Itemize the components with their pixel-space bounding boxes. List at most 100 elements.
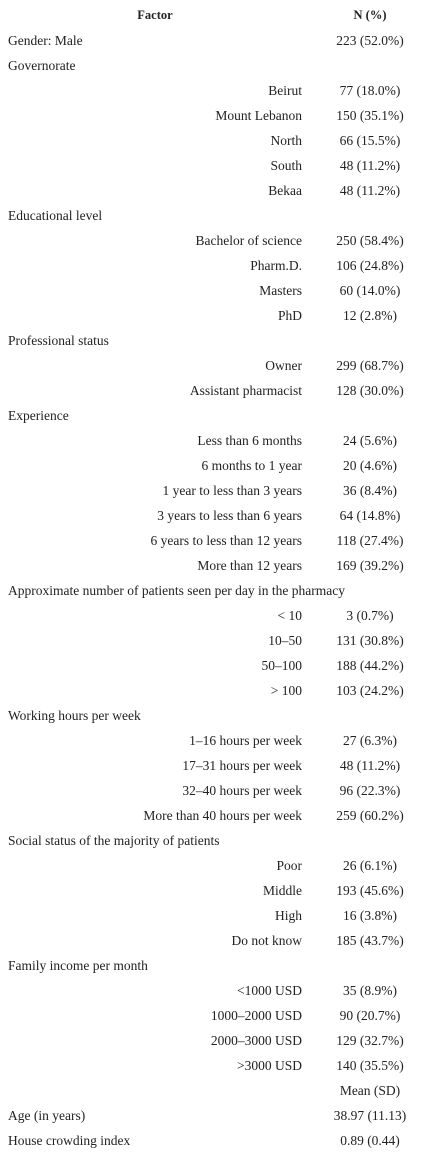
item-value: 3 (0.7%) [346, 608, 394, 623]
item-label: 1–16 hours per week [189, 733, 302, 748]
item-value: 118 (27.4%) [336, 533, 404, 548]
item-value: 35 (8.9%) [343, 983, 397, 998]
table-row: Pharm.D. 106 (24.8%) [0, 254, 440, 279]
table-row: Approximate number of patients seen per … [0, 579, 440, 604]
header-cell: N (%) [353, 8, 387, 22]
table-row: Owner 299 (68.7%) [0, 354, 440, 379]
table-row: Less than 6 months 24 (5.6%) [0, 429, 440, 454]
table-row: Assistant pharmacist 128 (30.0%) [0, 379, 440, 404]
row-value: Mean (SD) [339, 1083, 401, 1098]
row-value: 38.97 (11.13) [333, 1108, 407, 1123]
item-label: 6 years to less than 12 years [150, 533, 302, 548]
table-row: Professional status [0, 329, 440, 354]
item-label: Beirut [268, 83, 302, 98]
item-value: 48 (11.2%) [339, 183, 401, 198]
table-row: Beirut 77 (18.0%) [0, 79, 440, 104]
table-row: Mount Lebanon 150 (35.1%) [0, 104, 440, 129]
row-value: 223 (52.0%) [336, 33, 404, 48]
item-label: > 100 [270, 683, 302, 698]
item-value: 103 (24.2%) [336, 683, 404, 698]
item-value: 129 (32.7%) [336, 1033, 404, 1048]
item-label: 32–40 hours per week [182, 783, 302, 798]
table-row: 2000–3000 USD 129 (32.7%) [0, 1029, 440, 1054]
header-cell: Factor [137, 8, 173, 22]
item-value: 169 (39.2%) [336, 558, 404, 573]
item-label: More than 40 hours per week [143, 808, 302, 823]
table-row: Do not know 185 (43.7%) [0, 929, 440, 954]
table-row: North 66 (15.5%) [0, 129, 440, 154]
table-row: < 10 3 (0.7%) [0, 604, 440, 629]
header-row: Factor N (%) [0, 4, 440, 29]
item-value: 96 (22.3%) [339, 783, 401, 798]
item-label: < 10 [277, 608, 303, 623]
item-label: Less than 6 months [197, 433, 302, 448]
row-label: Gender: Male [8, 33, 83, 48]
table-row: Bachelor of science 250 (58.4%) [0, 229, 440, 254]
item-label: 1 year to less than 3 years [162, 483, 302, 498]
item-value: 188 (44.2%) [336, 658, 404, 673]
item-value: 48 (11.2%) [339, 158, 401, 173]
item-value: 150 (35.1%) [336, 108, 404, 123]
table-row: 17–31 hours per week 48 (11.2%) [0, 754, 440, 779]
table-row: Middle 193 (45.6%) [0, 879, 440, 904]
item-value: 12 (2.8%) [343, 308, 397, 323]
row-label: House crowding index [8, 1133, 131, 1148]
table-row: 1000–2000 USD 90 (20.7%) [0, 1004, 440, 1029]
row-value: 0.89 (0.44) [340, 1133, 400, 1148]
item-label: Masters [259, 283, 302, 298]
item-value: 66 (15.5%) [339, 133, 401, 148]
row-label: Working hours per week [8, 708, 141, 723]
table-row: Masters 60 (14.0%) [0, 279, 440, 304]
row-label: Educational level [8, 208, 103, 223]
item-label: 17–31 hours per week [182, 758, 302, 773]
item-value: 90 (20.7%) [339, 1008, 401, 1023]
item-label: Poor [276, 858, 302, 873]
table-row: Family income per month [0, 954, 440, 979]
table-row: Age (in years) 38.97 (11.13) [0, 1104, 440, 1129]
row-label: Age (in years) [8, 1108, 86, 1123]
row-label: Family income per month [8, 958, 148, 973]
item-label: Bachelor of science [195, 233, 302, 248]
table-row: Mean (SD) [0, 1079, 440, 1104]
row-label: Experience [8, 408, 69, 423]
table-row: Social status of the majority of patient… [0, 829, 440, 854]
table-row: 10–50 131 (30.8%) [0, 629, 440, 654]
table-row: House crowding index 0.89 (0.44) [0, 1129, 440, 1154]
table-row: More than 40 hours per week 259 (60.2%) [0, 804, 440, 829]
table-row: 1 year to less than 3 years 36 (8.4%) [0, 479, 440, 504]
table-row: 32–40 hours per week 96 (22.3%) [0, 779, 440, 804]
table-row: Bekaa 48 (11.2%) [0, 179, 440, 204]
table-row: 1–16 hours per week 27 (6.3%) [0, 729, 440, 754]
item-value: 26 (6.1%) [343, 858, 397, 873]
item-value: 36 (8.4%) [343, 483, 397, 498]
item-label: 3 years to less than 6 years [157, 508, 302, 523]
row-label: Social status of the majority of patient… [8, 833, 220, 848]
item-label: South [270, 158, 302, 173]
item-label: 2000–3000 USD [210, 1033, 302, 1048]
table-row: South 48 (11.2%) [0, 154, 440, 179]
item-value: 131 (30.8%) [336, 633, 404, 648]
item-value: 24 (5.6%) [343, 433, 397, 448]
item-label: <1000 USD [237, 983, 302, 998]
item-label: Do not know [231, 933, 303, 948]
item-value: 259 (60.2%) [336, 808, 404, 823]
item-value: 60 (14.0%) [339, 283, 401, 298]
table-row: Working hours per week [0, 704, 440, 729]
table-row: 6 months to 1 year 20 (4.6%) [0, 454, 440, 479]
item-value: 140 (35.5%) [336, 1058, 404, 1073]
table-row: Educational level [0, 204, 440, 229]
item-label: Middle [263, 883, 302, 898]
item-value: 77 (18.0%) [339, 83, 401, 98]
item-label: Owner [265, 358, 302, 373]
table-row: <1000 USD 35 (8.9%) [0, 979, 440, 1004]
item-label: 50–100 [261, 658, 303, 673]
table-row: >3000 USD 140 (35.5%) [0, 1054, 440, 1079]
item-label: 6 months to 1 year [201, 458, 303, 473]
item-value: 16 (3.8%) [343, 908, 397, 923]
item-label: >3000 USD [237, 1058, 302, 1073]
table-row: Gender: Male 223 (52.0%) [0, 29, 440, 54]
table-row: Experience [0, 404, 440, 429]
item-value: 20 (4.6%) [343, 458, 397, 473]
item-label: High [275, 908, 302, 923]
